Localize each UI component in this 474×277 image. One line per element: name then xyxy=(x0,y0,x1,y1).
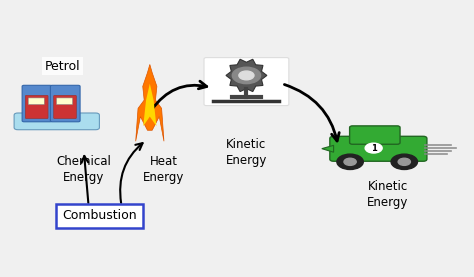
Polygon shape xyxy=(226,59,267,92)
Circle shape xyxy=(344,158,356,165)
Polygon shape xyxy=(143,84,156,126)
FancyBboxPatch shape xyxy=(56,98,73,104)
FancyBboxPatch shape xyxy=(14,113,100,130)
Text: 1: 1 xyxy=(371,143,376,153)
Text: Combustion: Combustion xyxy=(62,209,137,222)
FancyBboxPatch shape xyxy=(204,58,289,106)
FancyBboxPatch shape xyxy=(330,136,427,161)
Text: Petrol: Petrol xyxy=(45,60,81,73)
Circle shape xyxy=(239,71,254,80)
Text: Chemical
Energy: Chemical Energy xyxy=(56,155,111,184)
FancyBboxPatch shape xyxy=(55,204,143,228)
FancyBboxPatch shape xyxy=(350,126,400,144)
Polygon shape xyxy=(136,65,164,141)
FancyBboxPatch shape xyxy=(54,96,76,119)
Circle shape xyxy=(232,67,261,84)
Text: Kinetic
Energy: Kinetic Energy xyxy=(226,138,267,168)
Circle shape xyxy=(337,154,363,170)
Circle shape xyxy=(398,158,410,165)
Polygon shape xyxy=(322,145,334,152)
FancyBboxPatch shape xyxy=(22,85,52,122)
Circle shape xyxy=(391,154,418,170)
Text: Heat
Energy: Heat Energy xyxy=(143,155,185,184)
FancyBboxPatch shape xyxy=(26,96,48,119)
Circle shape xyxy=(365,143,382,153)
FancyBboxPatch shape xyxy=(50,85,80,122)
Text: Kinetic
Energy: Kinetic Energy xyxy=(367,179,409,209)
FancyBboxPatch shape xyxy=(28,98,44,104)
